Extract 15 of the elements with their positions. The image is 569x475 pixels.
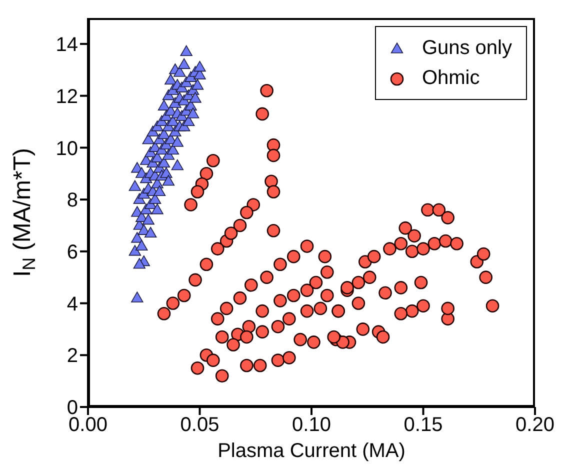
y-tick-label: 10 xyxy=(56,138,78,160)
y-tick-label: 14 xyxy=(56,34,78,56)
x-tick-label: 0.00 xyxy=(68,414,108,436)
y-tick-label: 2 xyxy=(66,345,78,368)
y-tick-label: 12 xyxy=(56,86,78,108)
x-tick-label: 0.15 xyxy=(404,414,443,436)
y-tick-label: 4 xyxy=(66,293,78,316)
y-tick-label: 6 xyxy=(66,242,78,264)
legend-label: Ohmic xyxy=(422,66,480,91)
x-tick-label: 0.20 xyxy=(516,414,554,436)
x-tick-label: 0.10 xyxy=(292,414,331,436)
x-axis-title: Plasma Current (MA) xyxy=(218,440,406,462)
y-tick-label: 8 xyxy=(66,190,78,212)
x-tick-label: 0.05 xyxy=(180,414,220,436)
legend-label: Guns only xyxy=(422,36,512,61)
